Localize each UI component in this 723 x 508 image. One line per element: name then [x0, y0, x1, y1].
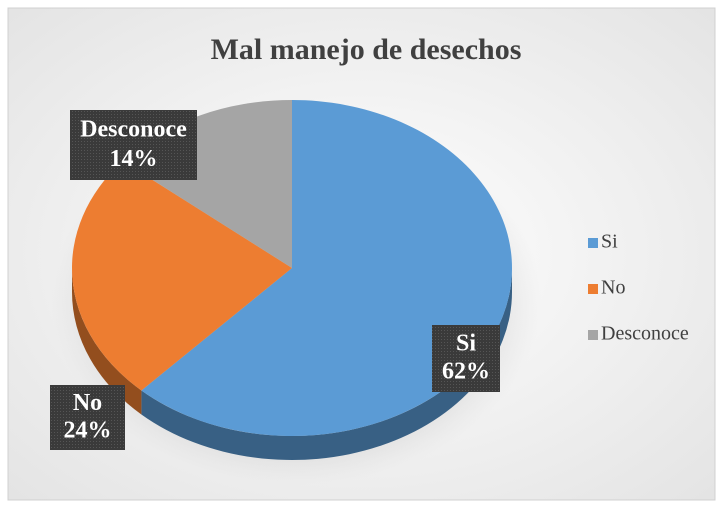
data-label-box: [432, 325, 500, 392]
legend-label: Si: [601, 231, 618, 253]
data-label-category: No: [73, 390, 102, 416]
data-label-box: [70, 110, 197, 180]
legend-swatch: [588, 330, 598, 340]
data-label-box: [50, 385, 125, 450]
data-label-value: 24%: [64, 417, 112, 443]
data-label-category: Desconoce: [80, 117, 187, 143]
data-label-value: 14%: [110, 146, 158, 172]
legend: Si No Desconoce: [588, 231, 689, 345]
data-label-value: 62%: [442, 359, 490, 385]
pie: [71, 100, 512, 460]
legend-swatch: [588, 238, 598, 248]
legend-swatch: [588, 284, 598, 294]
chart-title: Mal manejo de desechos: [211, 33, 522, 66]
legend-label: No: [601, 277, 625, 299]
data-label-category: Si: [456, 331, 476, 357]
pie-slice: [141, 100, 512, 437]
pie-slice: [71, 160, 292, 391]
pie-side: [141, 268, 512, 460]
legend-label: Desconoce: [601, 323, 689, 345]
pie-side: [72, 268, 142, 415]
